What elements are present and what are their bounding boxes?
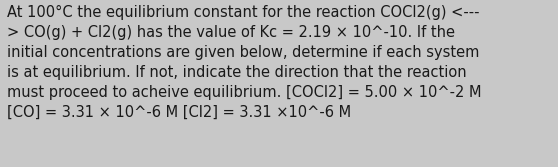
Text: At 100°C the equilibrium constant for the reaction COCl2(g) <---
> CO(g) + Cl2(g: At 100°C the equilibrium constant for th… xyxy=(7,5,481,120)
